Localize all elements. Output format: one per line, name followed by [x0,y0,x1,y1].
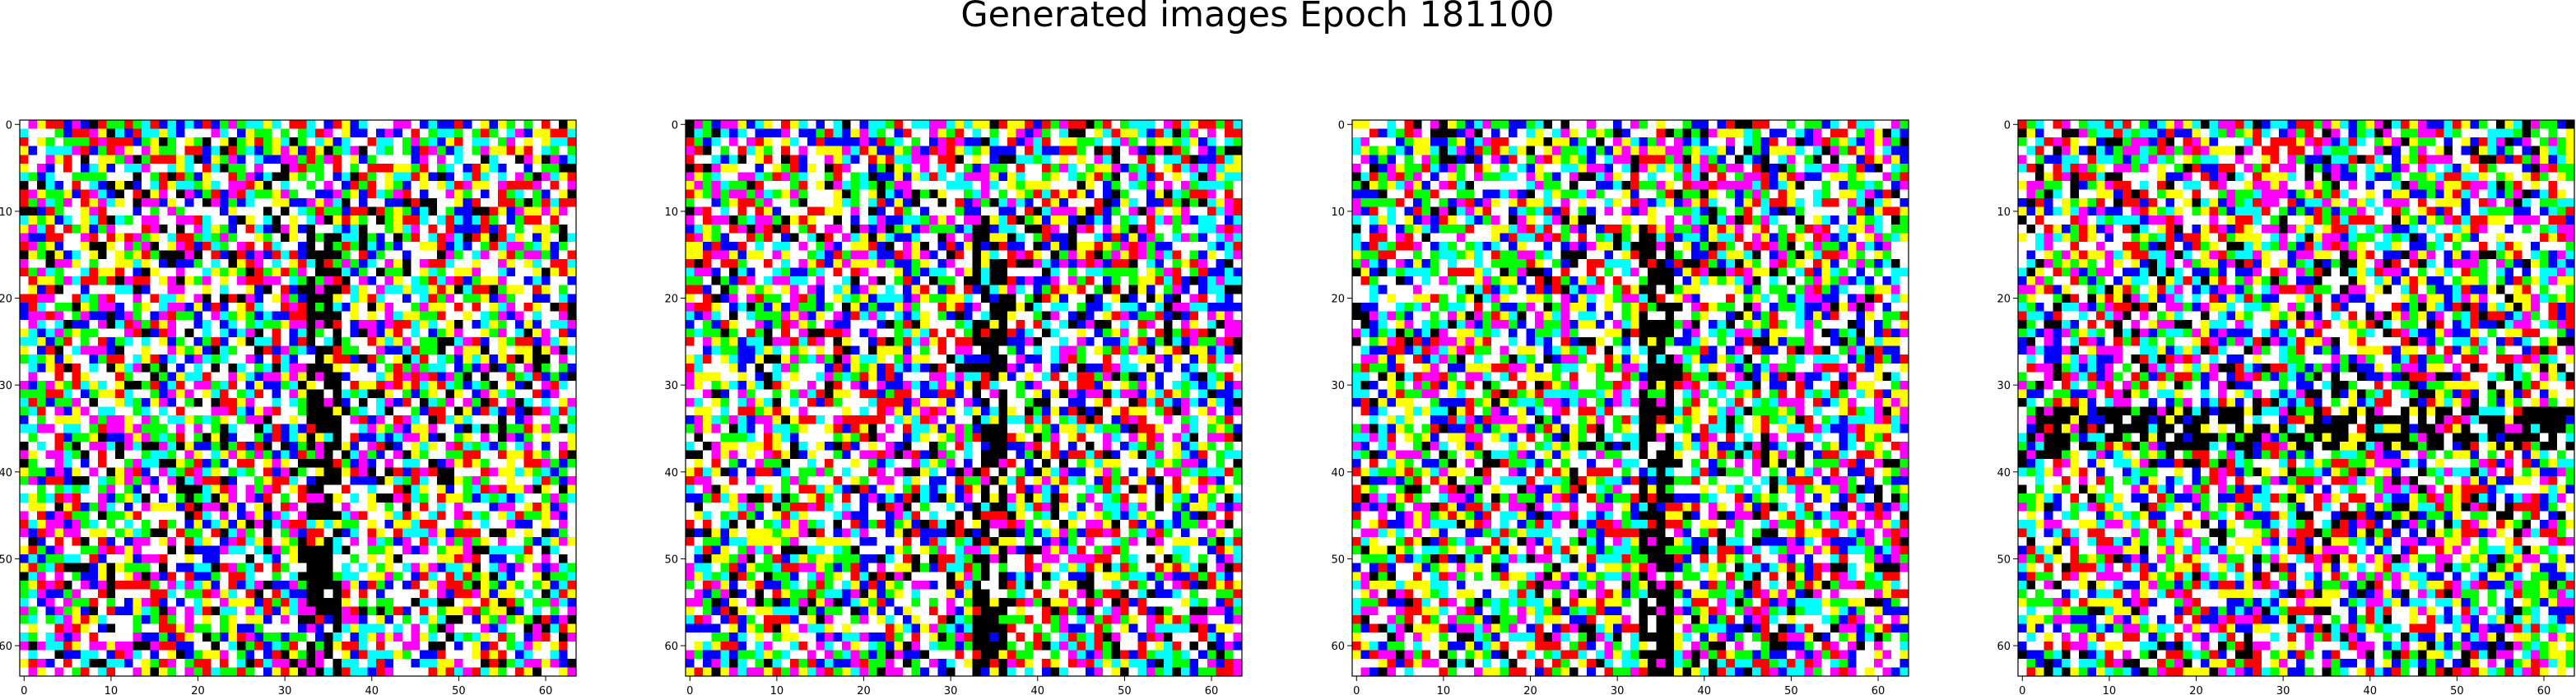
y-tick-label: 20 [1331,294,1345,306]
y-tick-label: 0 [6,119,12,132]
y-tick-label: 30 [664,380,678,392]
x-tick-label: 20 [191,685,205,695]
x-tick-label: 10 [2103,685,2117,695]
x-tick-label: 40 [2364,685,2378,695]
y-tick-label: 0 [672,119,678,132]
y-tick-label: 20 [1997,294,2011,306]
x-tick-label: 50 [1118,685,1132,695]
y-tick-label: 60 [1331,641,1345,653]
y-tick-label: 40 [0,467,12,480]
y-tick-label: 20 [0,294,12,306]
generated-image-4: 0 10 20 30 40 50 60 0 10 20 30 40 50 60 [1997,119,2575,695]
x-tick-label: 50 [452,685,466,695]
y-tick-label: 50 [1331,554,1345,566]
image-pixels [2018,120,2575,677]
y-tick-label: 10 [0,206,12,219]
y-tick-label: 40 [1997,467,2011,480]
x-tick-label: 0 [686,685,693,695]
x-tick-label: 30 [2276,685,2290,695]
x-tick-label: 20 [1523,685,1537,695]
generated-image-1: 0 10 20 30 40 50 60 0 10 20 30 40 50 60 [0,119,577,695]
x-tick-label: 0 [2019,685,2025,695]
y-tick-label: 60 [664,641,678,653]
x-tick-label: 50 [1784,685,1798,695]
x-tick-label: 50 [2450,685,2464,695]
x-tick-label: 60 [1872,685,1886,695]
axes-frame [685,119,1243,677]
image-pixels [1352,120,1909,677]
y-tick-label: 60 [0,641,12,653]
x-tick-label: 60 [1205,685,1219,695]
x-tick-label: 0 [21,685,27,695]
axes-frame [1351,119,1909,677]
x-tick-label: 10 [105,685,119,695]
x-tick-label: 10 [770,685,784,695]
image-pixels [686,120,1243,677]
y-tick-label: 50 [0,554,12,566]
x-tick-label: 20 [2189,685,2203,695]
y-tick-label: 40 [664,467,678,480]
y-tick-label: 30 [1997,380,2011,392]
x-tick-label: 20 [857,685,871,695]
x-tick-label: 60 [539,685,553,695]
generated-image-3: 0 10 20 30 40 50 60 0 10 20 30 40 50 60 [1331,119,1909,695]
y-tick-label: 10 [1331,206,1345,219]
x-tick-label: 30 [1611,685,1625,695]
y-tick-label: 40 [1331,467,1345,480]
y-tick-label: 10 [664,206,678,219]
x-tick-label: 0 [1353,685,1360,695]
y-tick-label: 10 [1997,206,2011,219]
x-tick-label: 40 [365,685,379,695]
axes-frame [19,119,577,677]
y-tick-label: 60 [1997,641,2011,653]
generated-image-2: 0 10 20 30 40 50 60 0 10 20 30 40 50 60 [664,119,1243,695]
y-tick-label: 50 [1997,554,2011,566]
y-tick-label: 50 [664,554,678,566]
x-tick-label: 40 [1031,685,1045,695]
axes-frame [2017,119,2575,677]
figure-title: Generated images Epoch 181100 [960,0,1554,35]
y-tick-label: 20 [664,294,678,306]
x-tick-label: 60 [2537,685,2551,695]
y-tick-label: 0 [1338,119,1345,132]
x-tick-label: 10 [1437,685,1451,695]
x-tick-label: 30 [944,685,958,695]
y-tick-label: 0 [2004,119,2011,132]
x-tick-label: 30 [278,685,292,695]
y-tick-label: 30 [1331,380,1345,392]
image-pixels [20,120,577,677]
x-tick-label: 40 [1698,685,1712,695]
y-tick-label: 30 [0,380,12,392]
